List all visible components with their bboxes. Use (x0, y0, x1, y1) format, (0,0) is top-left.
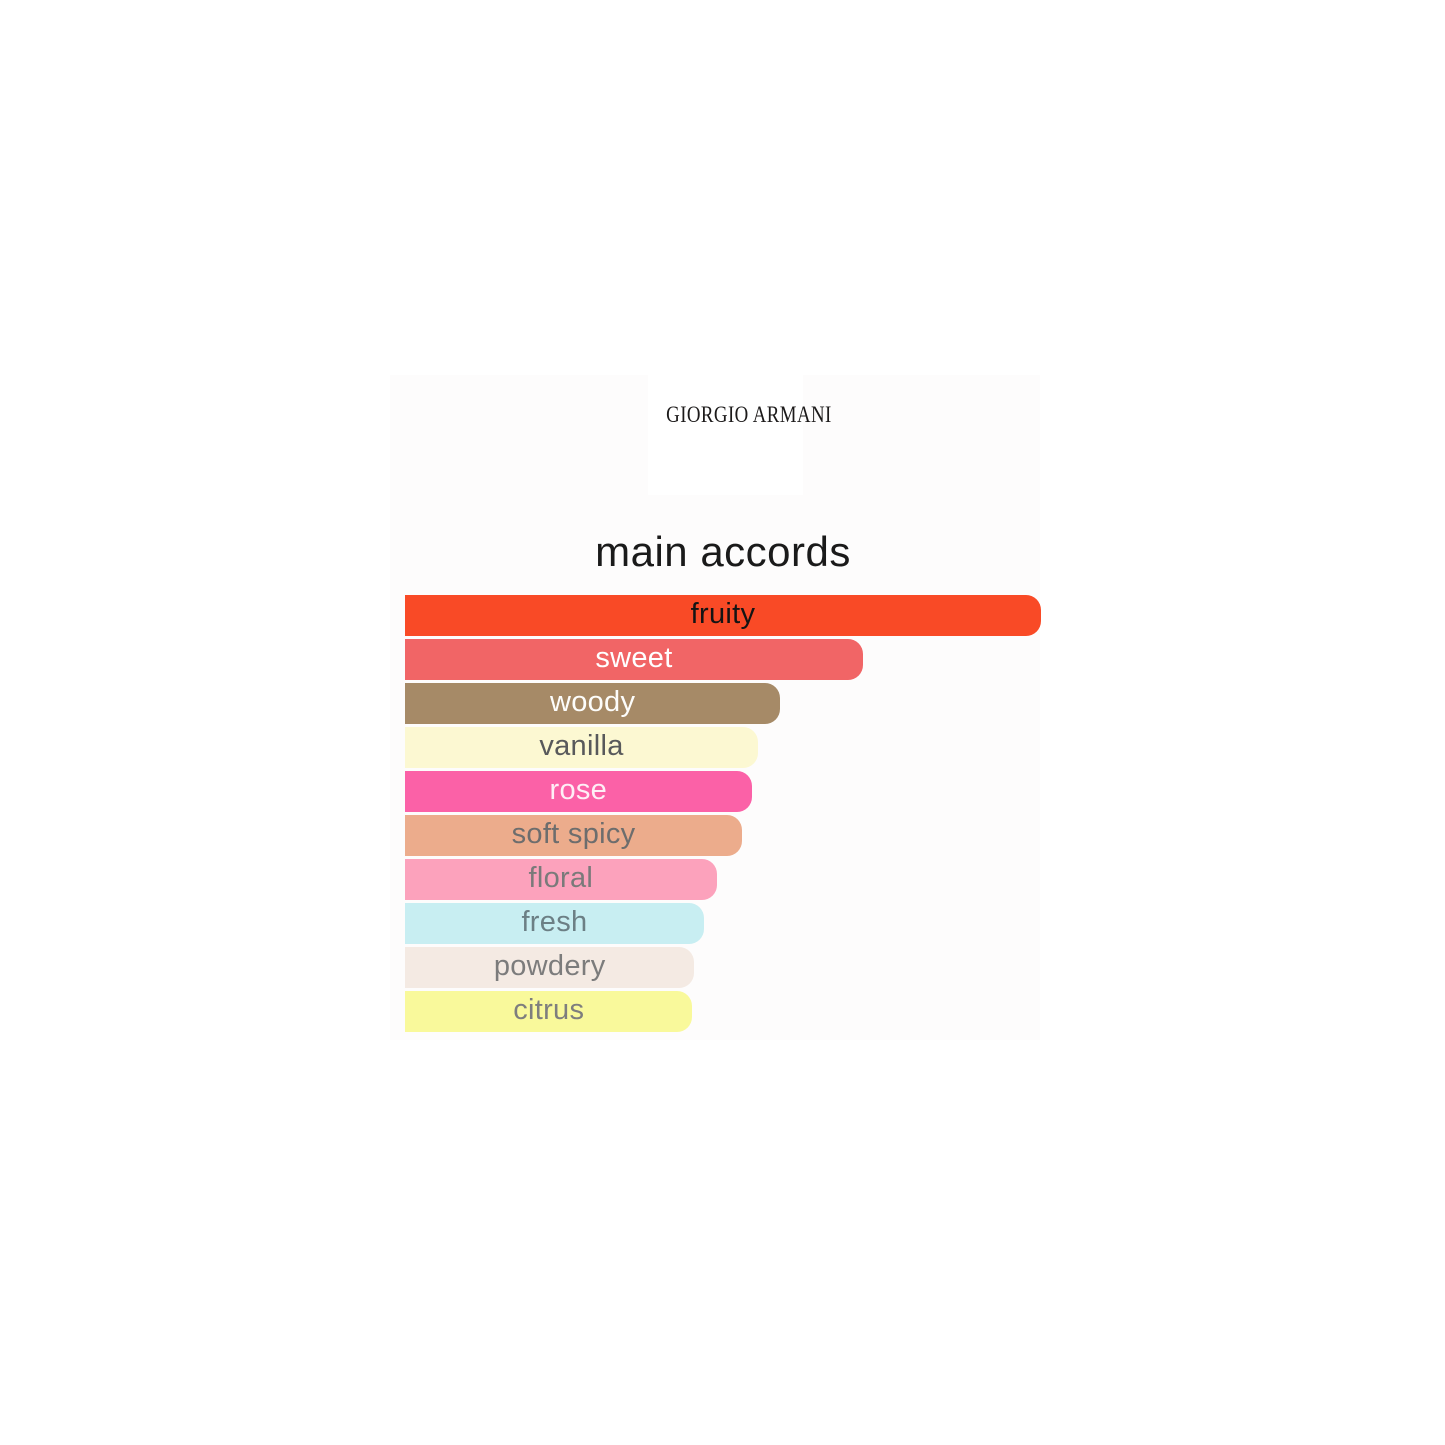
brand-logo: GIORGIO ARMANI (666, 402, 832, 427)
accord-label: floral (528, 862, 594, 894)
brand-logo-box: GIORGIO ARMANI (648, 375, 831, 495)
accord-bar-floral: floral (405, 859, 717, 900)
accord-bar-powdery: powdery (405, 947, 695, 988)
accord-bar-woody: woody (405, 683, 781, 724)
accord-bar-fruity: fruity (405, 595, 1041, 636)
accord-label: woody (549, 686, 636, 718)
accord-bar-rose: rose (405, 771, 752, 812)
accord-label: powdery (493, 950, 606, 982)
accord-label: fruity (690, 598, 756, 630)
accord-bar-vanilla: vanilla (405, 727, 758, 768)
chart-title: main accords (595, 528, 851, 575)
accord-label: citrus (513, 994, 585, 1026)
accord-label: sweet (595, 642, 673, 674)
accord-label: rose (549, 774, 608, 806)
accord-bar-citrus: citrus (405, 991, 693, 1032)
accord-label: vanilla (539, 730, 624, 762)
accord-bar-soft-spicy: soft spicy (405, 815, 743, 856)
accord-bar-fresh: fresh (405, 903, 704, 944)
accord-bar-sweet: sweet (405, 639, 863, 680)
accord-label: fresh (521, 906, 588, 938)
accord-label: soft spicy (511, 818, 636, 850)
accords-bar-chart: fruity sweet woody vanilla rose soft spicy flo… (405, 595, 1041, 1035)
